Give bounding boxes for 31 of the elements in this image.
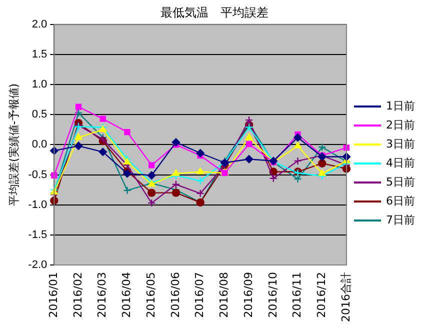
legend-label: 2日前 — [386, 118, 415, 132]
legend-label: 5日前 — [386, 175, 415, 188]
x-tick-label: 2016/07 — [193, 272, 206, 318]
y-axis-title: 平均誤差(実績値-予報値) — [7, 83, 20, 206]
chart-title: 最低気温 平均誤差 — [160, 5, 268, 20]
y-tick-label: 0.5 — [32, 108, 48, 121]
x-tick-label: 2016/08 — [218, 272, 231, 318]
legend-label: 4日前 — [386, 156, 415, 170]
x-tick-label: 2016/12 — [315, 272, 328, 318]
legend-label: 3日前 — [386, 137, 415, 150]
legend-label: 6日前 — [386, 194, 415, 208]
x-tick-label: 2016/04 — [120, 272, 134, 318]
legend-label: 1日前 — [386, 99, 415, 112]
y-tick-label: 1.0 — [32, 78, 48, 91]
y-tick-label: 1.5 — [32, 48, 48, 61]
x-tick-label: 2016合計 — [339, 272, 352, 322]
y-tick-label: 0.0 — [32, 138, 48, 151]
x-tick-label: 2016/10 — [266, 272, 280, 318]
x-tick-label: 2016/09 — [242, 272, 255, 318]
x-tick-label: 2016/01 — [47, 272, 60, 318]
x-tick-label: 2016/05 — [144, 272, 158, 318]
y-tick-label: 2.0 — [32, 18, 48, 30]
x-tick-label: 2016/06 — [168, 272, 182, 318]
x-tick-label: 2016/11 — [290, 272, 304, 318]
y-tick-label: -2.0 — [28, 259, 48, 272]
legend-label: 7日前 — [386, 213, 415, 226]
x-tick-label: 2016/03 — [96, 272, 109, 318]
x-tick-label: 2016/02 — [71, 272, 84, 318]
y-tick-label: -0.5 — [28, 168, 48, 181]
y-tick-label: -1.0 — [28, 198, 48, 211]
y-tick-label: -1.5 — [28, 228, 48, 241]
